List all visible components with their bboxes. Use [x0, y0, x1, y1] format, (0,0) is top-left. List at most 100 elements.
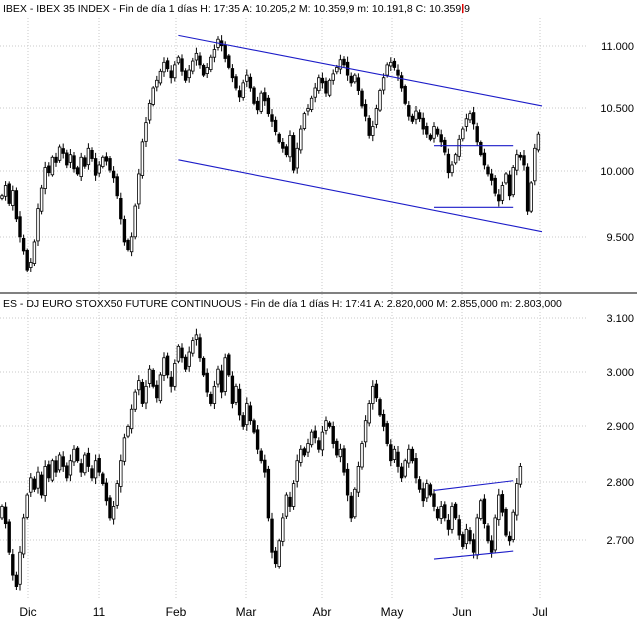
- candle-body: [450, 506, 454, 530]
- candle-body: [511, 511, 515, 541]
- candle-body: [36, 208, 40, 242]
- candle-body: [497, 494, 501, 521]
- candle-body: [169, 70, 173, 79]
- candle-body: [162, 61, 166, 73]
- candle-body: [201, 357, 206, 376]
- candle-body: [331, 425, 335, 444]
- candle-body: [389, 444, 393, 462]
- candle-body: [453, 154, 458, 164]
- candle-body: [230, 68, 235, 79]
- candle-body: [353, 488, 357, 518]
- candle-body: [101, 156, 105, 167]
- x-tick-label: Jun: [452, 605, 471, 619]
- candle-body: [180, 347, 184, 359]
- candle-body: [403, 86, 407, 104]
- candle-body: [410, 115, 415, 122]
- candle-body: [468, 530, 472, 542]
- candle-body: [126, 425, 130, 437]
- candle-body: [255, 429, 260, 450]
- candle-body: [504, 173, 508, 184]
- candle-body: [79, 463, 83, 473]
- candle-body: [165, 60, 170, 70]
- candle-body: [349, 495, 353, 519]
- candle-body: [284, 494, 289, 517]
- candle-body: [83, 157, 87, 167]
- candle-body: [209, 56, 213, 70]
- candle-body: [450, 164, 454, 174]
- candle-body: [137, 173, 141, 205]
- candle-body: [507, 535, 512, 542]
- candle-body: [68, 154, 73, 163]
- candle-body: [126, 239, 130, 251]
- candle-body: [385, 423, 389, 444]
- x-tick-label: Dic: [19, 605, 36, 619]
- candle-body: [392, 60, 397, 68]
- candle-body: [435, 128, 440, 135]
- candle-body: [281, 142, 285, 149]
- candle-body: [338, 448, 343, 458]
- candle-body: [11, 190, 15, 206]
- candle-body: [255, 100, 260, 111]
- trend-line: [433, 550, 514, 560]
- candle-body: [414, 458, 418, 479]
- candle-body: [3, 506, 8, 525]
- candle-body: [86, 147, 91, 166]
- candle-body: [479, 500, 483, 519]
- candle-body: [248, 76, 253, 89]
- candle-body: [518, 154, 523, 158]
- candle-body: [18, 216, 22, 238]
- candle-body: [309, 97, 314, 110]
- candle-body: [115, 176, 119, 197]
- candle-body: [119, 197, 123, 220]
- candle-body: [32, 478, 37, 490]
- candle-body: [173, 64, 177, 79]
- candle-body: [7, 521, 11, 553]
- candle-body: [342, 448, 346, 473]
- x-tick-label: Mar: [236, 605, 257, 619]
- candle-body: [313, 87, 317, 98]
- candle-body: [259, 450, 263, 462]
- candle-body: [158, 374, 163, 402]
- candle-body: [29, 262, 33, 268]
- candle-body: [191, 340, 195, 354]
- candle-body: [237, 90, 242, 98]
- candle-body: [187, 351, 191, 367]
- candle-body: [486, 166, 490, 175]
- candle-body: [144, 122, 148, 142]
- candle-body: [122, 437, 127, 462]
- candle-body: [18, 551, 22, 585]
- candle-body: [507, 174, 512, 197]
- candle-body: [93, 158, 98, 176]
- candle-body: [241, 82, 245, 98]
- candle-body: [457, 519, 461, 536]
- candle-body: [356, 77, 361, 91]
- candle-body: [515, 483, 519, 516]
- candle-body: [482, 498, 487, 525]
- candle-body: [176, 345, 181, 362]
- candle-body: [180, 58, 184, 72]
- candle-body: [479, 142, 483, 156]
- candle-body: [155, 79, 159, 88]
- x-tick-label: Feb: [166, 605, 187, 619]
- x-tick-label: Jul: [532, 605, 547, 619]
- candle-body: [151, 369, 155, 387]
- candle-body: [14, 574, 19, 587]
- candle-body: [201, 65, 206, 76]
- candle-body: [439, 506, 443, 519]
- candle-body: [288, 135, 292, 158]
- candle-body: [461, 128, 465, 140]
- candle-body: [79, 156, 83, 177]
- candle-body: [0, 506, 4, 519]
- candle-body: [212, 49, 217, 58]
- y-tick-label: 3.100: [606, 313, 634, 325]
- candle-body: [417, 479, 422, 490]
- candle-body: [428, 484, 433, 496]
- candle-body: [259, 92, 263, 112]
- candle-body: [295, 147, 299, 169]
- candle-body: [302, 113, 307, 129]
- candle-body: [14, 190, 19, 220]
- candle-body: [108, 497, 112, 519]
- candle-body: [198, 55, 202, 66]
- candle-body: [133, 391, 137, 410]
- candle-body: [277, 133, 281, 143]
